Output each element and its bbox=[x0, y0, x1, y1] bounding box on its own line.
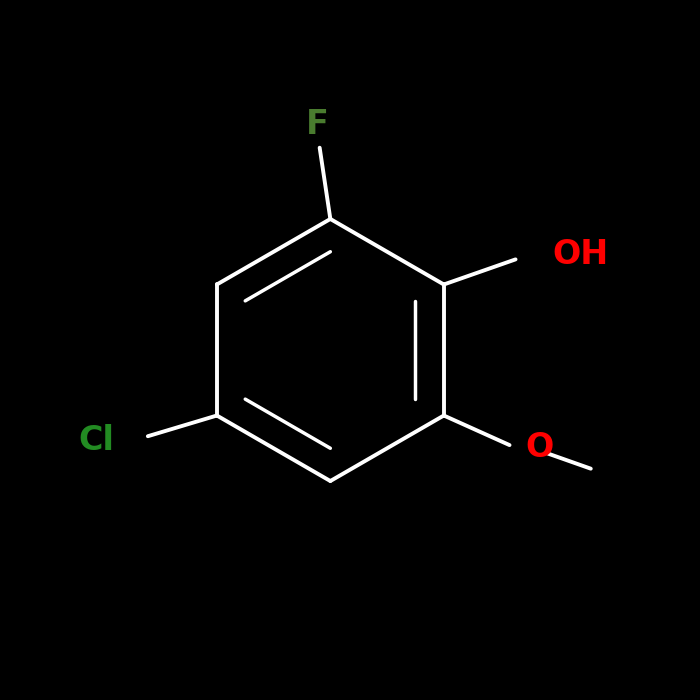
Text: F: F bbox=[306, 108, 328, 141]
Text: Cl: Cl bbox=[78, 424, 114, 456]
Text: O: O bbox=[525, 431, 554, 464]
Text: OH: OH bbox=[552, 237, 608, 271]
